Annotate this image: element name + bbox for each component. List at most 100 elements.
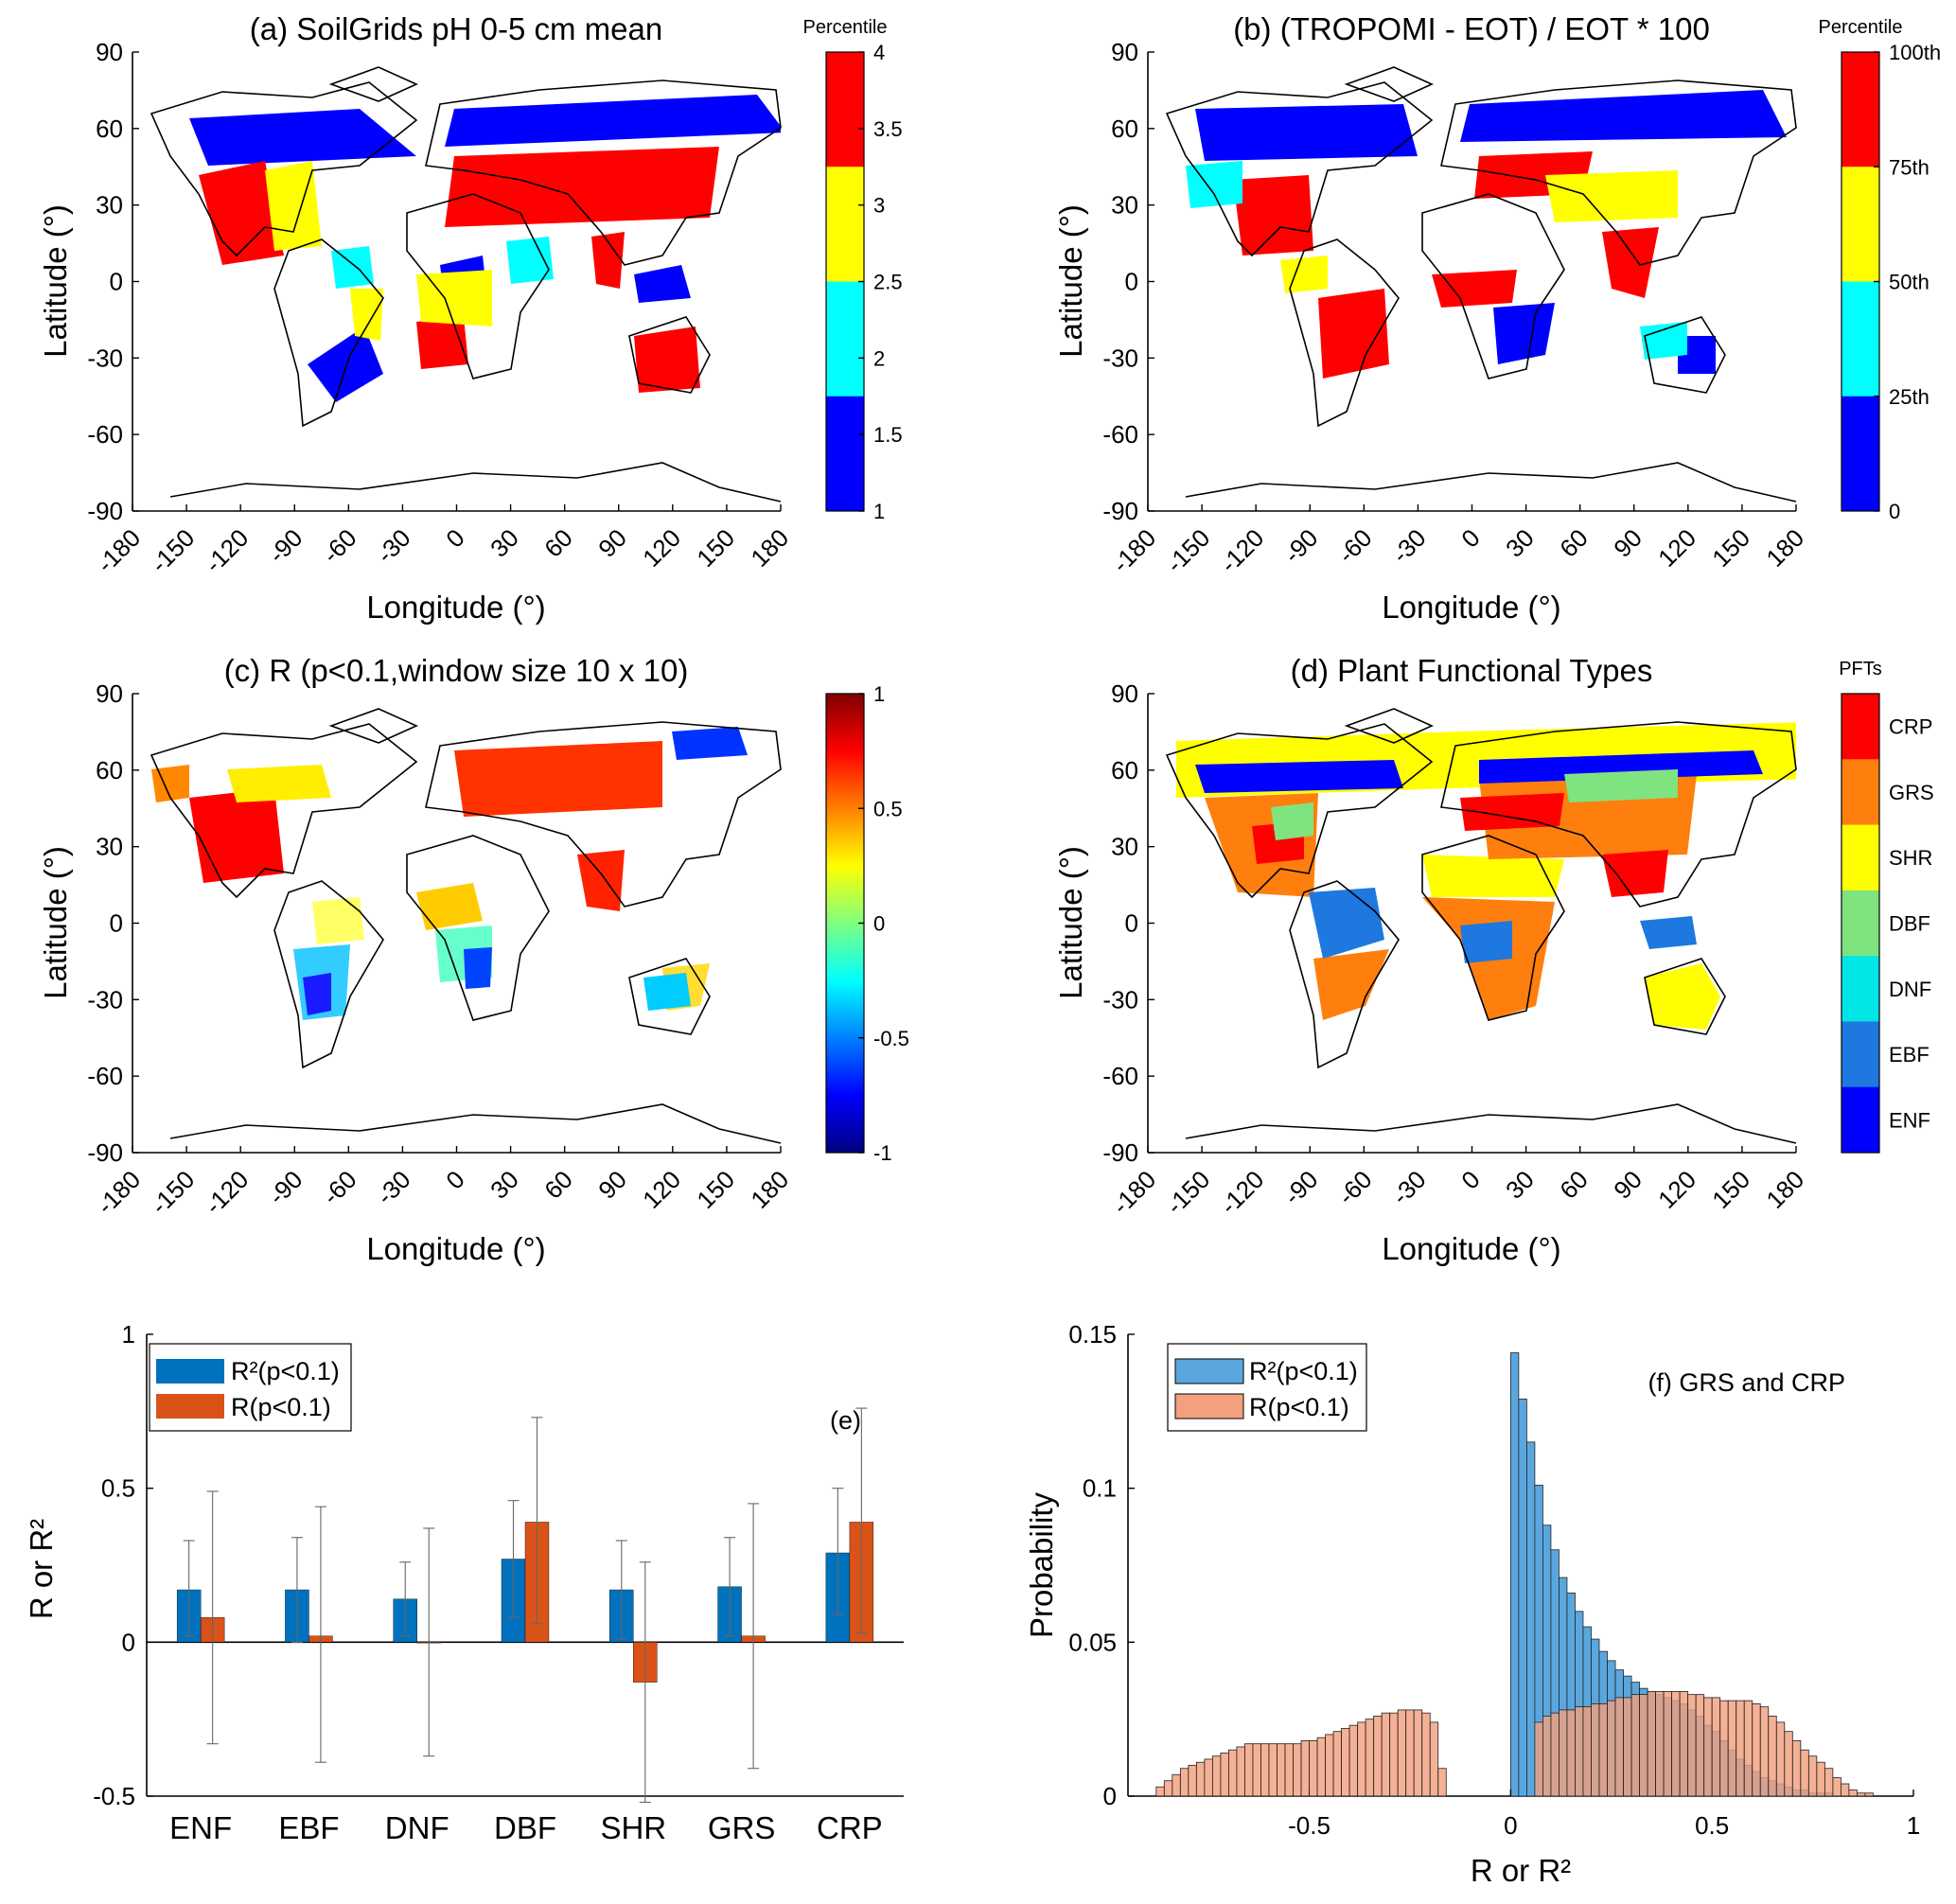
panel-d-lon-tick-label: 120 — [1652, 1165, 1701, 1214]
panel-f-bin-r2 — [1525, 1441, 1536, 1797]
panel-f-bin-r — [1598, 1703, 1608, 1797]
panel-e-category-label: GRS — [708, 1810, 776, 1845]
panel-f-bin-r — [1284, 1743, 1294, 1797]
panel-f-bin-r — [1775, 1721, 1786, 1797]
panel-f-bin-r — [1816, 1761, 1825, 1797]
panel-f-bin-r — [1534, 1721, 1543, 1797]
panel-f-bin-r — [1800, 1749, 1809, 1797]
panel-a-lon-tick-label: 150 — [691, 523, 740, 573]
panel-f-bin-r — [1163, 1780, 1173, 1797]
panel-f-bin-r — [1260, 1743, 1270, 1797]
panel-a-colorbar-segment — [826, 167, 864, 282]
panel-d-fill-red — [1252, 793, 1668, 897]
panel-b-colorbar-label: 0 — [1889, 500, 1900, 523]
panel-f-bin-r — [1647, 1690, 1656, 1797]
panel-c-lat-tick-label: 90 — [96, 679, 123, 708]
panel-a-colorbar-label: 2 — [873, 346, 885, 370]
panel-c-lat-tick-label: 0 — [110, 909, 123, 938]
panel-f-bin-r — [1389, 1712, 1399, 1797]
panel-f-xtick-label: 1 — [1907, 1811, 1920, 1840]
panel-b: (b) (TROPOMI - EOT) / EOT * 100 — [1053, 11, 1941, 625]
panel-f-bin-r — [1332, 1731, 1342, 1797]
panel-f-legend-r: R(p<0.1) — [1249, 1393, 1349, 1421]
panel-a-fill-yellow — [265, 161, 492, 341]
panel-a-colorbar-segment — [826, 52, 864, 167]
panel-c-lon-tick-label: -120 — [199, 1165, 254, 1220]
panel-f-bin-r — [1188, 1765, 1197, 1797]
panel-f-bin-r — [1614, 1697, 1624, 1797]
panel-c-lon-tick-label: -180 — [91, 1165, 146, 1220]
panel-a-map — [189, 95, 781, 402]
panel-f-bin-r — [1293, 1743, 1302, 1797]
panel-a-xlabel: Longitude (°) — [366, 590, 545, 625]
panel-f-bin-r — [1397, 1709, 1407, 1797]
panel-f-bin-r — [1357, 1721, 1366, 1797]
panel-f-bin-r — [1687, 1694, 1697, 1797]
panel-b-coastline — [1165, 66, 1797, 502]
panel-d-lat-tick-label: 30 — [1111, 833, 1138, 861]
panel-a-colorbar-label: 3 — [873, 194, 885, 218]
panel-d-colorbar-segment — [1841, 824, 1879, 891]
panel-f-bin-r — [1727, 1700, 1737, 1797]
panel-b-title: (b) (TROPOMI - EOT) / EOT * 100 — [1233, 11, 1710, 46]
panel-d-title: (d) Plant Functional Types — [1291, 653, 1653, 688]
panel-a-lon-tick-label: 180 — [745, 523, 794, 573]
panel-f-bin-r — [1341, 1728, 1350, 1797]
panel-b-fill-cyan — [1186, 161, 1687, 360]
panel-f-bin-r — [1559, 1709, 1568, 1797]
panel-b-lat-tick-label: -90 — [1102, 497, 1138, 525]
panel-f-bin-r2 — [1518, 1398, 1527, 1797]
panel-d: (d) Plant Functional Types — [1053, 653, 1934, 1266]
panel-f-legend-swatch-r2 — [1174, 1358, 1244, 1384]
panel-b-colorbar-label: 75th — [1889, 155, 1930, 179]
panel-d-colorbar-label: ENF — [1889, 1108, 1930, 1132]
panel-d-lon-tick-label: 150 — [1706, 1165, 1755, 1214]
panel-c-lon-tick-label: 60 — [538, 1165, 578, 1205]
panel-b-lon-tick-label: -180 — [1106, 523, 1161, 578]
panel-c-lon-tick-label: -60 — [317, 1165, 362, 1210]
panel-a-lat-tick-label: 90 — [96, 38, 123, 66]
panel-f-bin-r — [1671, 1690, 1681, 1797]
panel-d-colorbar-label: DNF — [1889, 978, 1931, 1001]
panel-f-bin-r2 — [1509, 1352, 1520, 1797]
panel-b-lon-tick-label: 120 — [1652, 523, 1701, 573]
panel-a: (a) SoilGrids pH 0-5 cm mean — [38, 11, 903, 625]
panel-d-lon-tick-label: 30 — [1500, 1165, 1540, 1205]
panel-a-lon-tick-label: -30 — [371, 523, 416, 569]
panel-f-ytick-label: 0.1 — [1083, 1474, 1117, 1503]
panel-c-coastline — [150, 708, 782, 1144]
panel-a-lat-tick-label: -90 — [87, 497, 123, 525]
panel-f-bin-r — [1639, 1694, 1648, 1797]
panel-c-lon-tick-label: 150 — [691, 1165, 740, 1214]
panel-b-lon-tick-label: 60 — [1554, 523, 1594, 563]
panel-c-lon-tick-label: 120 — [637, 1165, 686, 1214]
panel-f-bin-r — [1405, 1709, 1415, 1797]
panel-c-ylabel: Latitude (°) — [38, 846, 73, 999]
panel-d-colorbar-frame — [1841, 693, 1880, 1154]
panel-f-bin-r — [1623, 1697, 1632, 1797]
panel-d-colorbar-label: CRP — [1889, 715, 1932, 739]
panel-f-bin-r — [1195, 1761, 1206, 1797]
panel-f-bin-r — [1300, 1740, 1310, 1797]
panel-a-colorbar-label: 1 — [873, 500, 885, 523]
panel-f-bin-r — [1864, 1792, 1874, 1797]
panel-b-lon-tick-label: -120 — [1214, 523, 1269, 578]
panel-f-bin-r — [1591, 1703, 1600, 1797]
panel-f-bin-r — [1381, 1712, 1391, 1797]
panel-b-colorbar-label: 25th — [1889, 385, 1930, 409]
panel-d-colorbar: PFTs CRP GRS SHR DBF DNF EBF ENF — [1839, 659, 1934, 1154]
panel-f-bin-r — [1743, 1700, 1753, 1797]
panel-f-bin-r — [1220, 1753, 1229, 1797]
panel-d-fill-green — [1271, 769, 1678, 840]
panel-f-bin-r — [1155, 1786, 1165, 1797]
panel-a-fill-cyan — [331, 237, 554, 289]
panel-a-colorbar-label: 2.5 — [873, 271, 903, 294]
panel-e-category-label: CRP — [817, 1810, 883, 1845]
panel-b-lon-tick-label: 180 — [1760, 523, 1809, 573]
panel-d-lat-tick-label: 90 — [1111, 679, 1138, 708]
panel-d-lon-tick-label: -60 — [1332, 1165, 1378, 1210]
panel-c-colorbar-label: -1 — [873, 1141, 892, 1165]
panel-f-bin-r — [1607, 1700, 1616, 1797]
panel-c-lon-tick-label: -150 — [145, 1165, 200, 1220]
panel-b-colorbar-segment — [1841, 396, 1879, 512]
